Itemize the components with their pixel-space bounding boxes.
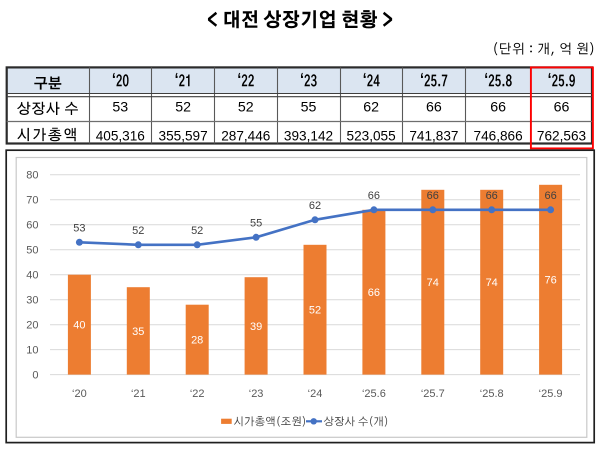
svg-text:‘25.8: ‘25.8 [480, 388, 504, 400]
svg-text:741,837: 741,837 [409, 128, 458, 143]
svg-text:0: 0 [32, 370, 38, 382]
svg-text:66: 66 [426, 99, 442, 115]
svg-text:50: 50 [26, 245, 38, 257]
svg-text:‘23: ‘23 [249, 388, 264, 400]
svg-text:62: 62 [309, 200, 321, 212]
svg-text:‘24: ‘24 [308, 388, 323, 400]
svg-text:76: 76 [544, 275, 556, 287]
svg-text:40: 40 [73, 320, 85, 332]
svg-text:355,597: 355,597 [159, 128, 208, 143]
svg-text:66: 66 [368, 287, 380, 299]
svg-text:80: 80 [26, 170, 38, 182]
svg-text:39: 39 [250, 321, 262, 333]
svg-text:60: 60 [26, 220, 38, 232]
svg-text:405,316: 405,316 [96, 128, 145, 143]
svg-text:40: 40 [26, 270, 38, 282]
svg-text:‘21: ‘21 [131, 388, 146, 400]
svg-text:‘22: ‘22 [190, 388, 205, 400]
svg-text:‘25.7: ‘25.7 [421, 388, 445, 400]
svg-text:62: 62 [363, 99, 379, 115]
svg-text:393,142: 393,142 [284, 128, 333, 143]
svg-text:52: 52 [309, 305, 321, 317]
svg-text:523,055: 523,055 [347, 128, 396, 143]
svg-text:20: 20 [26, 320, 38, 332]
svg-text:66: 66 [554, 99, 570, 115]
svg-text:74: 74 [427, 277, 439, 289]
svg-text:55: 55 [301, 99, 317, 115]
svg-text:287,446: 287,446 [221, 128, 270, 143]
svg-text:28: 28 [191, 335, 203, 347]
svg-text:53: 53 [73, 223, 85, 235]
svg-text:66: 66 [486, 190, 498, 202]
svg-text:52: 52 [238, 99, 254, 115]
svg-text:55: 55 [250, 218, 262, 230]
svg-text:66: 66 [368, 190, 380, 202]
svg-text:52: 52 [191, 225, 203, 237]
svg-text:66: 66 [427, 190, 439, 202]
svg-text:74: 74 [486, 277, 498, 289]
svg-text:53: 53 [112, 99, 128, 115]
svg-text:10: 10 [26, 345, 38, 357]
svg-text:‘25.9: ‘25.9 [539, 388, 563, 400]
svg-text:30: 30 [26, 295, 38, 307]
svg-text:52: 52 [175, 99, 191, 115]
svg-text:66: 66 [490, 99, 506, 115]
svg-text:‘20: ‘20 [72, 388, 87, 400]
svg-text:746,866: 746,866 [474, 128, 523, 143]
svg-text:52: 52 [132, 225, 144, 237]
svg-text:‘25.6: ‘25.6 [362, 388, 386, 400]
svg-text:762,563: 762,563 [537, 128, 586, 143]
svg-text:35: 35 [132, 326, 144, 338]
svg-text:66: 66 [544, 190, 556, 202]
svg-text:70: 70 [26, 195, 38, 207]
